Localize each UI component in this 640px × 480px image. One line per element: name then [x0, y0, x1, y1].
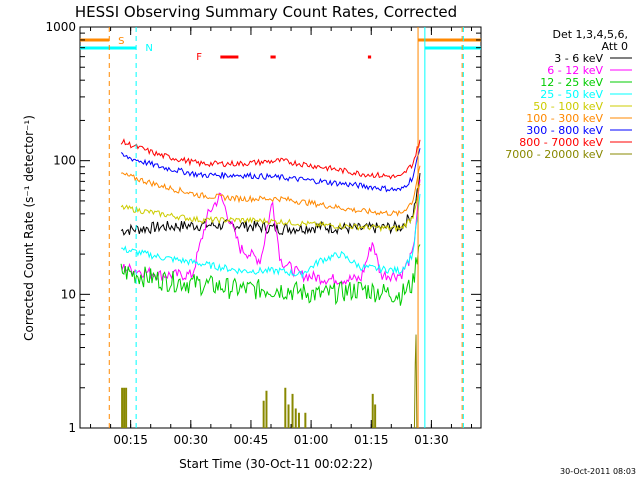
- series-line: [120, 148, 421, 193]
- legend-label: 25 - 50 keV: [540, 88, 603, 101]
- legend-label: 6 - 12 keV: [547, 64, 603, 77]
- footer-timestamp: 30-Oct-2011 08:03: [560, 467, 636, 476]
- legend-label: 800 - 7000 keV: [519, 136, 603, 149]
- x-tick-label: 01:00: [294, 433, 329, 447]
- series-line: [120, 165, 421, 217]
- x-axis-label: Start Time (30-Oct-11 00:02:22): [179, 457, 373, 471]
- series-line: [120, 183, 421, 233]
- legend-header-line1: Det 1,3,4,5,6,: [552, 28, 628, 41]
- series-4: [120, 183, 421, 233]
- legend-label: 100 - 300 keV: [526, 112, 603, 125]
- series-5: [120, 165, 421, 217]
- plot-area: S N F: [79, 26, 482, 429]
- x-axis: 00:15 00:30 00:45 01:00 01:15 01:30: [90, 27, 472, 447]
- series-line: [120, 244, 421, 306]
- plot-frame: [79, 26, 482, 429]
- legend-label: 3 - 6 keV: [554, 52, 603, 65]
- y-tick-label: 1: [68, 421, 76, 435]
- x-tick-label: 01:15: [354, 433, 389, 447]
- series-2: [120, 244, 421, 306]
- series-line: [120, 179, 421, 286]
- x-tick-label: 00:15: [113, 433, 148, 447]
- y-tick-label: 100: [53, 154, 76, 168]
- high-energy-spike: [413, 334, 418, 429]
- chart-title: HESSI Observing Summary Count Rates, Cor…: [75, 3, 457, 21]
- legend-label: 50 - 100 keV: [533, 100, 603, 113]
- x-tick-label: 00:45: [234, 433, 269, 447]
- series-7: [120, 138, 421, 180]
- series-line: [120, 138, 421, 180]
- x-tick-label: 01:30: [414, 433, 449, 447]
- x-tick-label: 00:30: [173, 433, 208, 447]
- series-3: [121, 193, 421, 279]
- series-line: [121, 193, 421, 279]
- legend-header-line2: Att 0: [602, 40, 628, 53]
- y-axis: 1 10 100 1000: [45, 20, 481, 435]
- legend-label: 7000 - 20000 keV: [505, 148, 603, 161]
- y-tick-label: 1000: [45, 20, 76, 34]
- flare-flag-label: F: [196, 52, 202, 63]
- legend-label: 12 - 25 keV: [540, 76, 603, 89]
- legend-label: 300 - 800 keV: [526, 124, 603, 137]
- series-line: [120, 173, 421, 236]
- series-1: [120, 179, 421, 286]
- y-tick-label: 10: [61, 287, 76, 301]
- series-6: [120, 148, 421, 193]
- series-0: [120, 173, 421, 236]
- night-flag-label: N: [145, 43, 152, 54]
- y-axis-label: Corrected Count Rate (s⁻¹ detector⁻¹): [22, 115, 36, 341]
- saa-flag-label: S: [118, 36, 124, 47]
